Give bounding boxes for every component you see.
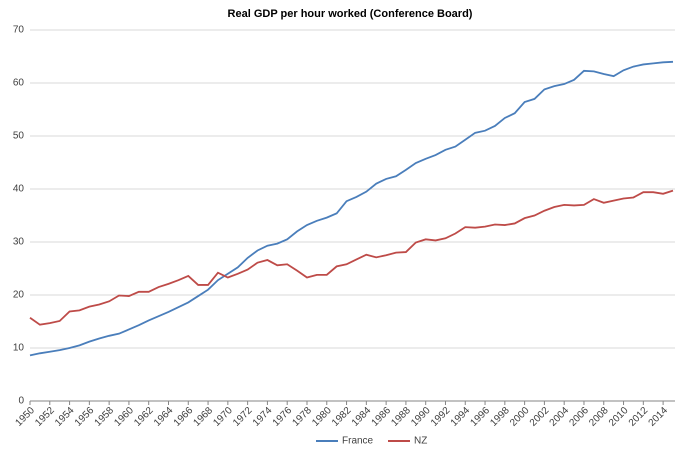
x-tick-label: 1950 — [13, 405, 37, 429]
x-tick-label: 1964 — [152, 405, 176, 429]
y-tick-label: 50 — [13, 131, 25, 142]
x-tick-label: 1954 — [53, 405, 77, 429]
x-tick-label: 1994 — [449, 405, 473, 429]
x-tick-label: 1970 — [211, 405, 235, 429]
x-tick-label: 1978 — [290, 405, 314, 429]
x-tick-label: 1974 — [251, 405, 275, 429]
y-tick-label: 30 — [13, 237, 25, 248]
x-tick-label: 2014 — [647, 405, 671, 429]
x-tick-label: 1972 — [231, 405, 255, 429]
x-tick-label: 1976 — [271, 405, 295, 429]
x-tick-label: 1996 — [469, 405, 493, 429]
x-tick-label: 1998 — [488, 405, 512, 429]
y-tick-label: 0 — [18, 396, 24, 407]
chart-title: Real GDP per hour worked (Conference Boa… — [228, 8, 473, 20]
x-tick-label: 2010 — [607, 405, 631, 429]
series-line — [29, 189, 674, 326]
x-tick-label: 1984 — [350, 405, 374, 429]
y-tick-label: 70 — [13, 25, 25, 36]
x-tick-label: 1988 — [389, 405, 413, 429]
x-tick-label: 2002 — [528, 405, 552, 429]
x-tick-label: 1968 — [192, 405, 216, 429]
y-tick-label: 40 — [13, 184, 25, 195]
x-tick-label: 1962 — [132, 405, 156, 429]
series-line — [29, 60, 674, 357]
x-tick-label: 1986 — [370, 405, 394, 429]
x-tick-label: 1992 — [429, 405, 453, 429]
x-tick-label: 1960 — [112, 405, 136, 429]
legend-label: NZ — [414, 436, 427, 447]
y-tick-label: 60 — [13, 78, 25, 89]
legend-label: France — [342, 436, 374, 447]
x-tick-label: 2006 — [567, 405, 591, 429]
x-tick-label: 2000 — [508, 405, 532, 429]
x-tick-label: 1952 — [33, 405, 57, 429]
x-tick-label: 2008 — [587, 405, 611, 429]
x-tick-label: 1966 — [172, 405, 196, 429]
x-tick-label: 2012 — [627, 405, 651, 429]
y-tick-label: 10 — [13, 343, 25, 354]
x-tick-label: 1982 — [330, 405, 354, 429]
y-tick-label: 20 — [13, 290, 25, 301]
x-tick-label: 1956 — [73, 405, 97, 429]
x-tick-label: 1980 — [310, 405, 334, 429]
x-tick-label: 1958 — [93, 405, 117, 429]
x-tick-label: 1990 — [409, 405, 433, 429]
x-tick-label: 2004 — [548, 405, 572, 429]
